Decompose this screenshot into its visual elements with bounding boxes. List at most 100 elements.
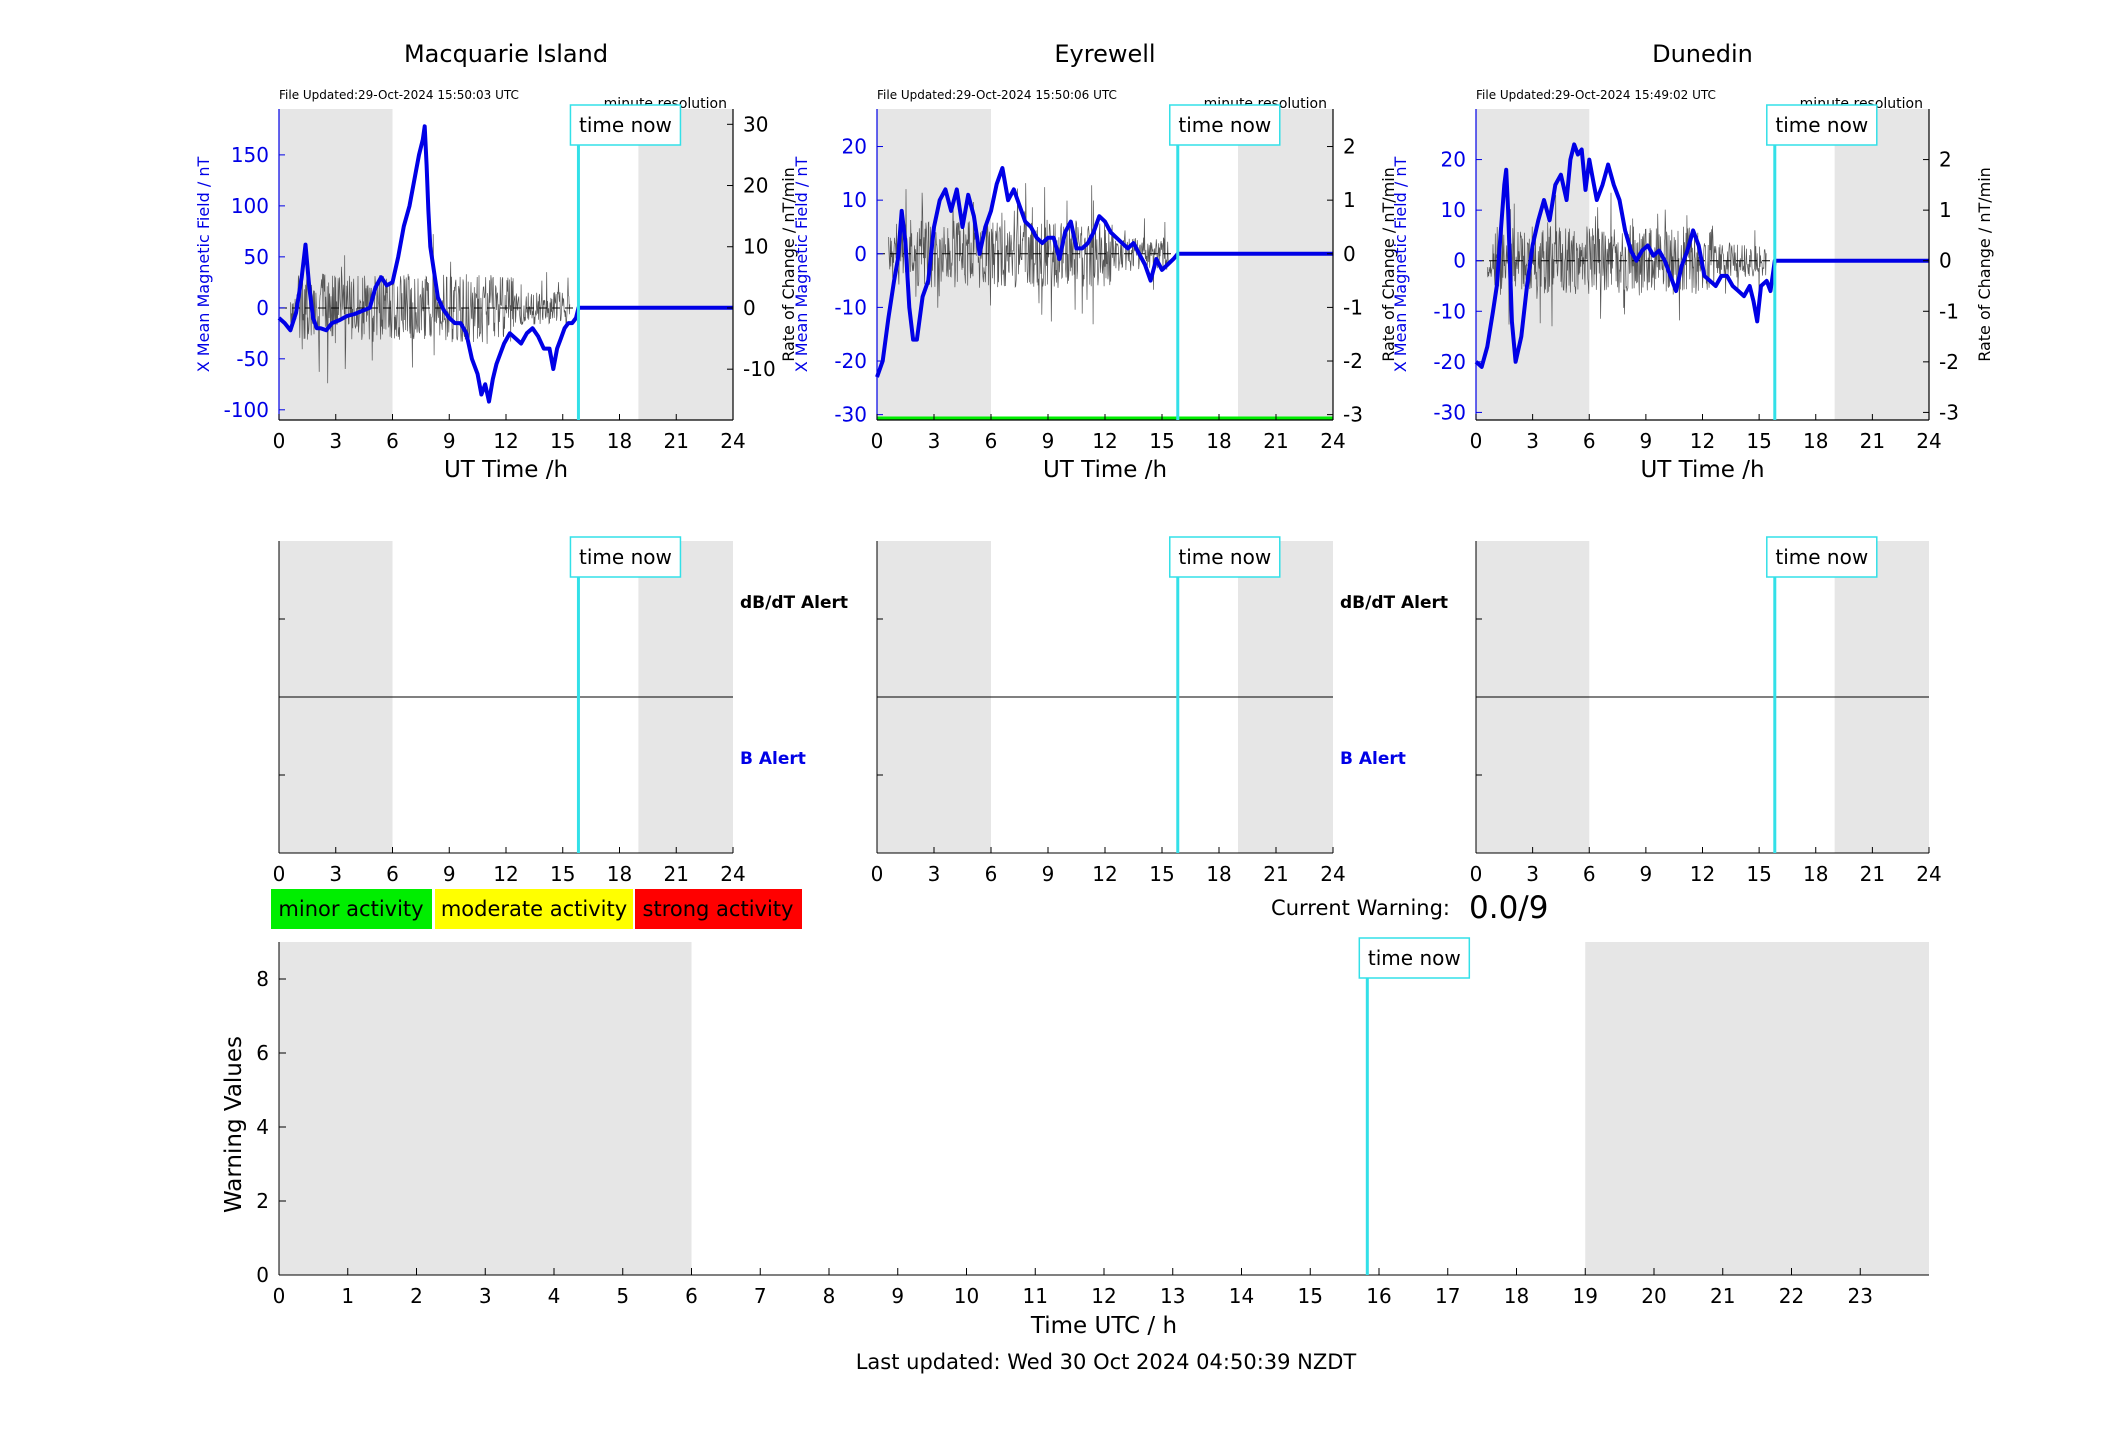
x-tick-label: 18 xyxy=(607,862,632,886)
y2-tick-label: -2 xyxy=(1343,349,1363,373)
x-tick-label: 0 xyxy=(273,429,286,453)
last-updated-text: Last updated: Wed 30 Oct 2024 04:50:39 N… xyxy=(856,1350,1357,1374)
x-tick-label: 3 xyxy=(329,429,342,453)
legend-strong-swatch xyxy=(635,889,802,929)
x-tick-label: 9 xyxy=(891,1284,904,1308)
x-tick-label: 6 xyxy=(685,1284,698,1308)
x-tick-label: 9 xyxy=(1042,429,1055,453)
y2-tick-label: 0 xyxy=(743,296,756,320)
time-now-box xyxy=(1358,937,1471,979)
field-series-line xyxy=(1474,142,1929,369)
b-alert-label: B Alert xyxy=(1340,749,1406,769)
x-tick-label: 3 xyxy=(1526,429,1539,453)
x-tick-label: 21 xyxy=(664,429,689,453)
y2-tick-label: -2 xyxy=(1939,350,1959,374)
y2-tick-label: -10 xyxy=(743,357,776,381)
y-tick-label: 150 xyxy=(231,143,269,167)
time-now-label: time now xyxy=(1178,545,1271,569)
alert-panel-eyrewell: 0 3 6 9 12 15 18 21 24 dB/dT Alert B Alert time now xyxy=(871,536,1448,886)
x-tick-label: 4 xyxy=(548,1284,561,1308)
time-now-box xyxy=(1766,536,1878,578)
y-tick-label: 0 xyxy=(1453,249,1466,273)
x-tick-label: 8 xyxy=(823,1284,836,1308)
file-updated-text: File Updated:29-Oct-2024 15:50:03 UTC xyxy=(279,88,519,102)
y2-tick-label: 0 xyxy=(1939,249,1952,273)
x-tick-label: 15 xyxy=(1746,429,1771,453)
x-tick-label: 6 xyxy=(386,862,399,886)
rate-of-change-trace xyxy=(290,234,571,384)
y-axis-label: Warning Values xyxy=(221,1036,247,1213)
x-tick-label: 22 xyxy=(1779,1284,1804,1308)
x-tick-label: 0 xyxy=(871,429,884,453)
x-tick-label: 9 xyxy=(1042,862,1055,886)
y-tick-label: -10 xyxy=(1433,299,1466,323)
station-title: Macquarie Island xyxy=(404,40,608,68)
x-tick-label: 12 xyxy=(1690,862,1715,886)
x-tick-label: 24 xyxy=(720,429,745,453)
legend-strong-label: strong activity xyxy=(643,897,794,921)
x-tick-label: 21 xyxy=(1263,429,1288,453)
night-band xyxy=(1834,109,1929,420)
y2-tick-label: 2 xyxy=(1939,148,1952,172)
field-series-line xyxy=(875,166,1333,378)
night-band xyxy=(1238,109,1333,420)
alert-panel-dunedin: 0 3 6 9 12 15 18 21 24 time now xyxy=(1470,536,1942,886)
x-tick-label: 3 xyxy=(928,862,941,886)
x-tick-label: 6 xyxy=(1583,429,1596,453)
y-axis-label: X Mean Magnetic Field / nT xyxy=(1391,157,1410,373)
x-tick-label: 3 xyxy=(1526,862,1539,886)
y-tick-label: 0 xyxy=(854,242,867,266)
dbdt-alert-label: dB/dT Alert xyxy=(740,593,848,613)
x-tick-label: 9 xyxy=(1640,862,1653,886)
x-tick-label: 3 xyxy=(479,1284,492,1308)
x-tick-label: 15 xyxy=(550,862,575,886)
activity-legend: minor activity moderate activity strong … xyxy=(271,889,802,929)
x-tick-label: 0 xyxy=(1470,429,1483,453)
night-band xyxy=(1585,942,1929,1275)
y-tick-label: -100 xyxy=(224,398,269,422)
x-tick-label: 9 xyxy=(443,429,456,453)
x-tick-label: 12 xyxy=(1690,429,1715,453)
y2-tick-label: -1 xyxy=(1343,295,1363,319)
x-tick-label: 15 xyxy=(1746,862,1771,886)
field-series-line xyxy=(277,124,733,404)
x-tick-label: 0 xyxy=(273,862,286,886)
x-tick-label: 0 xyxy=(273,1284,286,1308)
y2-tick-label: 1 xyxy=(1343,188,1356,212)
x-tick-label: 24 xyxy=(720,862,745,886)
x-tick-label: 21 xyxy=(1860,862,1885,886)
y-tick-label: -20 xyxy=(1433,350,1466,374)
y2-axis-label: Rate of Change / nT/min xyxy=(779,167,798,362)
station-title: Eyrewell xyxy=(1054,40,1155,68)
y-tick-label: 10 xyxy=(842,188,867,212)
y-tick-label: 0 xyxy=(256,1263,269,1287)
time-now-box xyxy=(1766,104,1878,146)
y2-tick-label: 2 xyxy=(1343,135,1356,159)
x-tick-label: 21 xyxy=(664,862,689,886)
x-tick-label: 12 xyxy=(1092,429,1117,453)
x-tick-label: 18 xyxy=(607,429,632,453)
x-tick-label: 18 xyxy=(1206,862,1231,886)
night-band xyxy=(638,109,733,420)
x-tick-label: 12 xyxy=(493,429,518,453)
y2-tick-label: 20 xyxy=(743,174,768,198)
x-tick-label: 16 xyxy=(1366,1284,1391,1308)
x-tick-label: 10 xyxy=(954,1284,979,1308)
b-alert-label: B Alert xyxy=(740,749,806,769)
x-tick-label: 0 xyxy=(871,862,884,886)
y2-tick-label: -1 xyxy=(1939,299,1959,323)
time-now-box xyxy=(569,104,682,146)
y-tick-label: 100 xyxy=(231,194,269,218)
x-tick-label: 6 xyxy=(1583,862,1596,886)
x-tick-label: 7 xyxy=(754,1284,767,1308)
x-axis-label: UT Time /h xyxy=(444,457,568,483)
station-panel-eyrewell: Eyrewell File Updated:29-Oct-2024 15:50:0… xyxy=(792,40,1398,483)
y-tick-label: 50 xyxy=(244,245,269,269)
y-tick-label: 20 xyxy=(1441,148,1466,172)
x-tick-label: 9 xyxy=(1640,429,1653,453)
y2-axis-label: Rate of Change / nT/min xyxy=(1975,167,1994,362)
night-band xyxy=(279,109,393,420)
file-updated-text: File Updated:29-Oct-2024 15:50:06 UTC xyxy=(877,88,1117,102)
x-axis-label: Time UTC / h xyxy=(1030,1313,1177,1339)
y2-tick-label: 30 xyxy=(743,112,768,136)
